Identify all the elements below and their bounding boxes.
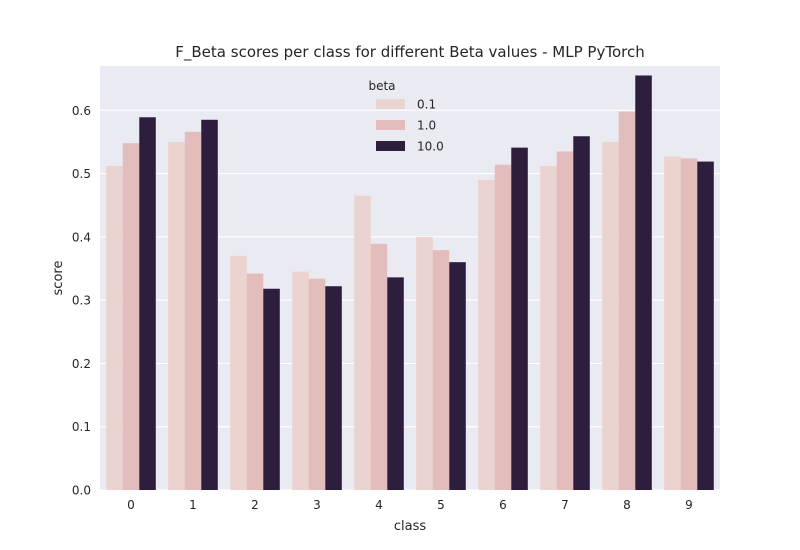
x-tick-label: 6 — [499, 498, 507, 512]
bar — [122, 143, 140, 490]
x-ticks: 0 1 2 3 4 5 6 7 8 9 — [127, 498, 693, 512]
legend-swatch — [376, 120, 405, 130]
bar — [325, 286, 342, 490]
x-tick-label: 4 — [375, 498, 383, 512]
bar — [168, 141, 185, 490]
bar — [664, 156, 681, 490]
y-ticks: 0.0 0.1 0.2 0.3 0.4 0.5 0.6 — [72, 104, 91, 498]
x-tick-label: 7 — [561, 498, 569, 512]
legend-label: 10.0 — [417, 140, 444, 154]
bar — [246, 273, 264, 490]
bar — [387, 277, 404, 490]
bar — [139, 117, 156, 490]
x-tick-label: 5 — [437, 498, 445, 512]
bar — [511, 147, 528, 491]
y-tick-label: 0.3 — [72, 294, 91, 308]
y-tick-label: 0.6 — [72, 104, 91, 118]
bar — [201, 119, 218, 490]
y-tick-label: 0.2 — [72, 357, 91, 371]
bar — [680, 158, 698, 490]
x-axis-label: class — [394, 519, 426, 534]
legend-label: 0.1 — [417, 98, 436, 112]
bar — [370, 243, 388, 490]
bar — [494, 164, 512, 490]
legend-label: 1.0 — [417, 119, 436, 133]
bar — [449, 262, 466, 490]
bar — [602, 141, 619, 490]
bar — [292, 271, 309, 490]
legend-swatch — [376, 99, 405, 109]
bar — [618, 111, 636, 490]
bar — [573, 136, 590, 490]
bar — [184, 131, 202, 490]
y-tick-label: 0.4 — [72, 230, 91, 244]
x-tick-label: 3 — [313, 498, 321, 512]
y-tick-label: 0.5 — [72, 167, 91, 181]
bar — [106, 165, 123, 491]
legend-title: beta — [368, 79, 395, 93]
legend-swatch — [376, 141, 405, 151]
bar — [556, 151, 574, 490]
legend: beta 0.1 1.0 10.0 — [368, 79, 443, 154]
x-tick-label: 1 — [189, 498, 197, 512]
x-tick-label: 2 — [251, 498, 259, 512]
y-tick-label: 0.0 — [72, 484, 91, 498]
bar — [354, 195, 371, 491]
bar — [308, 278, 326, 490]
x-tick-label: 8 — [623, 498, 631, 512]
bar — [432, 250, 450, 490]
bar — [697, 161, 714, 490]
bar — [263, 288, 280, 490]
y-axis-label: score — [51, 261, 66, 296]
x-tick-label: 9 — [685, 498, 693, 512]
bar — [635, 75, 652, 490]
bar — [478, 179, 495, 490]
chart-title: F_Beta scores per class for different Be… — [175, 43, 644, 62]
y-tick-label: 0.1 — [72, 420, 91, 434]
bar — [416, 236, 433, 490]
x-tick-label: 0 — [127, 498, 135, 512]
bars — [106, 75, 714, 491]
bar — [540, 165, 557, 491]
bar — [230, 255, 247, 490]
